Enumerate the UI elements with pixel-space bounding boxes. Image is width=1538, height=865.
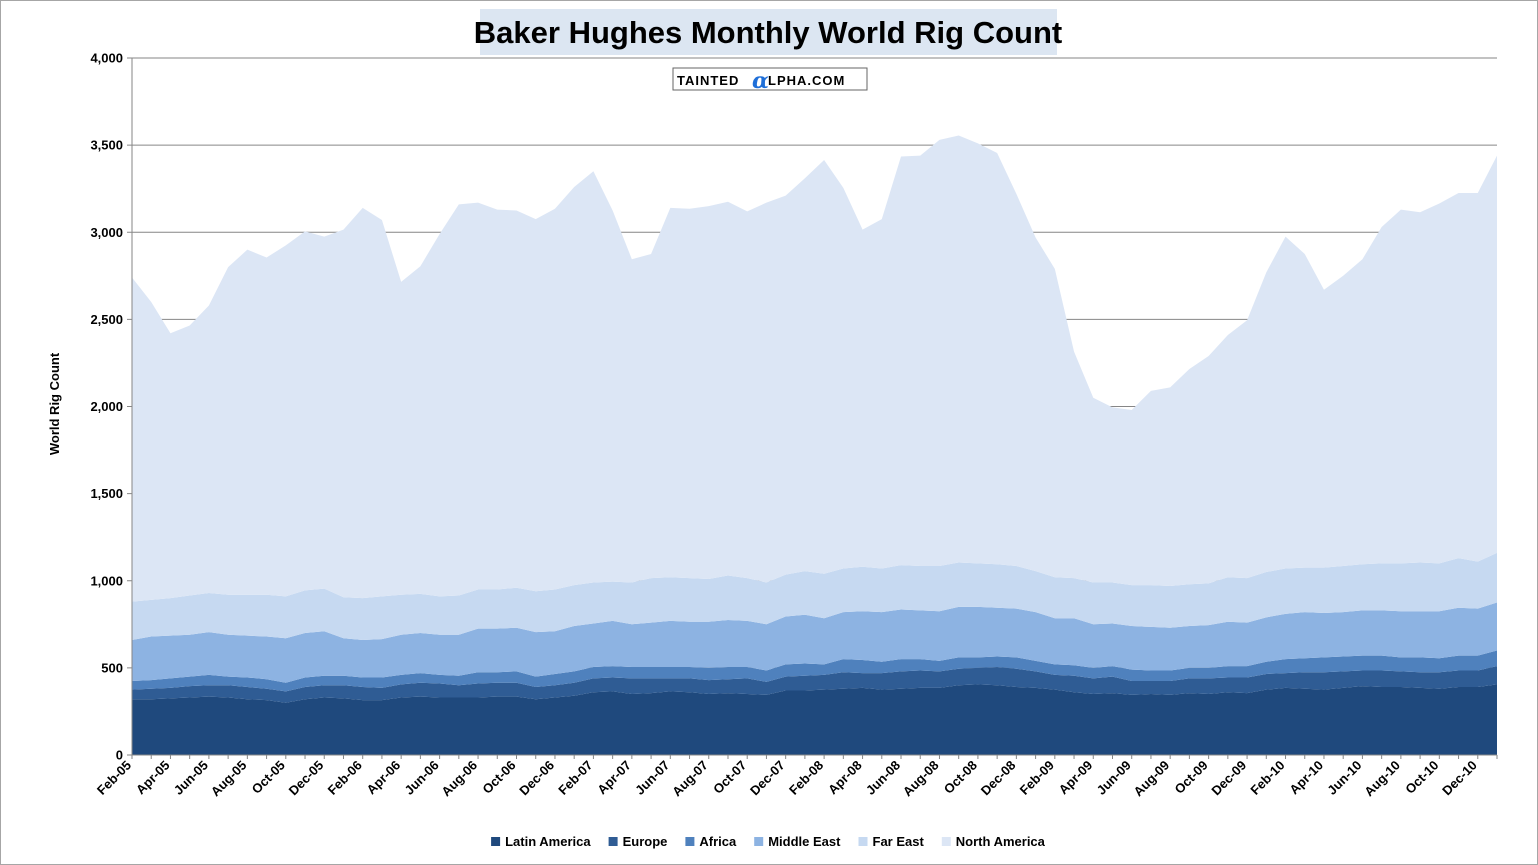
area-series-middle-east [132,602,1497,683]
area-series-africa [132,650,1497,692]
x-tick-label: Dec-10 [1439,758,1480,799]
legend-item-north-america: North America [941,834,1046,849]
area-series-far-east [132,552,1497,640]
x-tick-label: Oct-06 [479,758,518,797]
x-tick-label: Feb-10 [1247,758,1287,798]
x-tick-label: Jun-07 [632,758,672,798]
y-tick-label: 0 [116,748,123,763]
y-tick-label: 500 [101,660,123,675]
x-tick-label: Apr-10 [1286,758,1326,798]
legend-item-latin-america: Latin America [491,834,591,849]
x-tick-label: Feb-06 [325,758,365,798]
legend-swatch [608,837,618,846]
x-tick-label: Aug-10 [1361,758,1403,800]
x-tick-label: Feb-08 [786,758,826,798]
y-tick-label: 4,000 [90,51,123,66]
area-series-north-america [132,135,1497,602]
legend-swatch [858,837,868,846]
x-tick-label: Apr-08 [825,758,865,798]
x-tick-label: Apr-07 [594,758,634,798]
chart-title-background [480,9,1057,55]
legend-label: Africa [699,834,737,849]
legend-label: Far East [873,834,925,849]
y-tick-label: 1,000 [90,573,123,588]
area-series-europe [132,666,1497,703]
legend-label: North America [956,834,1046,849]
x-tick-label: Apr-05 [133,758,173,798]
x-tick-label: Aug-06 [438,758,480,800]
area-series-latin-america [132,684,1497,755]
x-tick-label: Aug-08 [900,758,942,800]
legend: Latin America Europe Africa Middle East Far … [491,834,1046,849]
legend-item-middle-east: Middle East [754,834,841,849]
x-tick-label: Apr-06 [364,758,404,798]
watermark-logo: TAINTED α LPHA.COM [672,67,868,94]
x-tick-label: Feb-05 [94,758,134,798]
x-tick-label: Jun-05 [171,758,211,798]
x-tick-label: Feb-07 [555,758,595,798]
legend-swatch [491,837,501,846]
svg-text:α: α [752,68,769,94]
x-tick-label: Dec-08 [978,758,1019,799]
x-tick-label: Aug-09 [1131,758,1173,800]
x-tick-label: Oct-05 [249,758,288,797]
y-tick-label: 2,500 [90,312,123,327]
x-tick-label: Jun-06 [401,758,441,798]
y-tick-label: 3,500 [90,138,123,153]
legend-swatch [685,837,695,846]
y-tick-label: 2,000 [90,399,123,414]
y-tick-label: 1,500 [90,486,123,501]
area-series-group [132,135,1497,755]
legend-item-africa: Africa [685,834,737,849]
x-tick-label: Apr-09 [1056,758,1096,798]
legend-item-europe: Europe [608,834,668,849]
x-tick-label: Aug-07 [669,758,711,800]
x-tick-label: Oct-07 [710,758,749,797]
legend-label: Latin America [505,834,591,849]
chart-title: Baker Hughes Monthly World Rig Count [474,15,1062,50]
x-tick-label: Oct-08 [941,758,980,797]
x-tick-label: Jun-10 [1324,758,1364,798]
y-axis-ticks: 0 500 1,000 1,500 2,000 2,500 3,000 3,500 4,000 [90,51,132,763]
y-axis-title: World Rig Count [47,352,62,455]
x-tick-label: Dec-05 [286,758,327,799]
x-tick-label: Jun-09 [1094,758,1134,798]
legend-swatch [754,837,764,846]
svg-text:TAINTED: TAINTED [677,73,739,88]
legend-item-far-east: Far East [858,834,925,849]
x-tick-label: Oct-09 [1172,758,1211,797]
x-tick-label: Oct-10 [1402,758,1441,797]
svg-text:LPHA.COM: LPHA.COM [768,73,845,88]
legend-label: Europe [623,834,668,849]
x-tick-label: Dec-09 [1208,758,1249,799]
legend-label: Middle East [768,834,841,849]
y-tick-label: 3,000 [90,225,123,240]
x-tick-label: Dec-06 [516,758,557,799]
legend-swatch [941,837,951,846]
x-tick-label: Jun-08 [863,758,903,798]
x-tick-label: Dec-07 [747,758,788,799]
x-tick-label: Feb-09 [1017,758,1057,798]
x-tick-label: Aug-05 [208,758,250,800]
